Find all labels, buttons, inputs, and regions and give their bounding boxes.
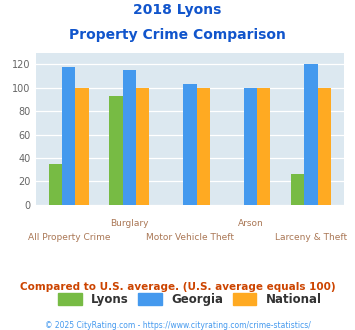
Bar (183, 84, 197, 205)
Legend: Lyons, Georgia, National: Lyons, Georgia, National (54, 289, 326, 310)
Text: Compared to U.S. average. (U.S. average equals 100): Compared to U.S. average. (U.S. average … (20, 282, 335, 292)
Bar (244, 88, 257, 205)
Text: Motor Vehicle Theft: Motor Vehicle Theft (146, 233, 234, 242)
Text: 2018 Lyons: 2018 Lyons (133, 3, 222, 17)
Text: All Property Crime: All Property Crime (28, 233, 110, 242)
Bar (62, 67, 76, 205)
Bar (76, 88, 89, 205)
Bar (49, 164, 62, 205)
Bar (109, 96, 123, 205)
Bar (318, 88, 331, 205)
Bar (257, 88, 271, 205)
Text: Property Crime Comparison: Property Crime Comparison (69, 28, 286, 42)
Bar (304, 64, 318, 205)
Text: © 2025 CityRating.com - https://www.cityrating.com/crime-statistics/: © 2025 CityRating.com - https://www.city… (45, 321, 310, 330)
Text: Larceny & Theft: Larceny & Theft (275, 233, 347, 242)
Text: Burglary: Burglary (110, 219, 149, 228)
Bar (123, 70, 136, 205)
Bar (136, 88, 149, 205)
Text: Arson: Arson (237, 219, 263, 228)
Bar (197, 88, 210, 205)
Bar (291, 174, 304, 205)
